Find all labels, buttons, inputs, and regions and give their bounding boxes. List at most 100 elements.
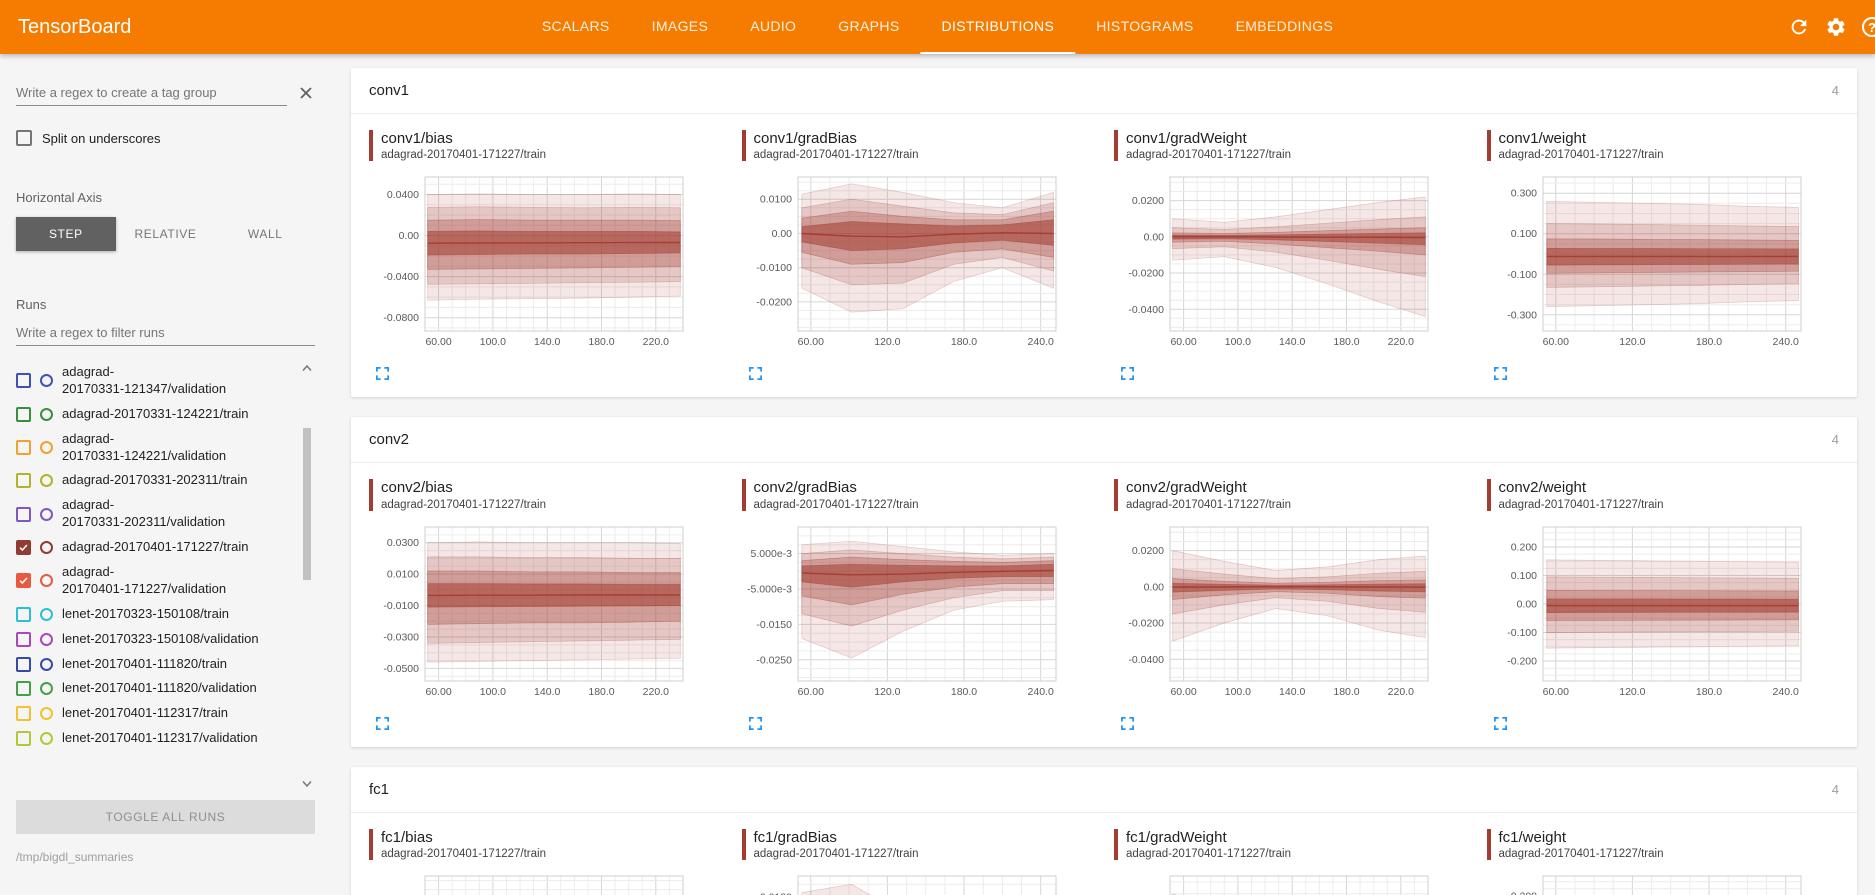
app-title: TensorBoard bbox=[18, 15, 132, 38]
scrollbar-thumb[interactable] bbox=[303, 428, 311, 580]
run-item[interactable]: adagrad- 20170331-124221/validation bbox=[16, 427, 293, 469]
tab-embeddings[interactable]: EMBEDDINGS bbox=[1235, 18, 1334, 34]
chart-title: conv1/bias bbox=[381, 130, 453, 147]
svg-text:60.00: 60.00 bbox=[425, 336, 451, 348]
axis-button-wall[interactable]: WALL bbox=[215, 217, 315, 251]
tab-histograms[interactable]: HISTOGRAMS bbox=[1096, 18, 1194, 34]
category-header[interactable]: fc1 4 bbox=[351, 767, 1857, 813]
run-checkbox[interactable] bbox=[16, 731, 31, 747]
tab-images[interactable]: IMAGES bbox=[651, 18, 709, 34]
svg-text:-0.0200: -0.0200 bbox=[1128, 617, 1164, 629]
run-isolator-icon[interactable] bbox=[40, 682, 53, 696]
settings-icon[interactable] bbox=[1825, 16, 1847, 38]
expand-chart-button[interactable] bbox=[1120, 716, 1135, 731]
help-icon[interactable]: ? bbox=[1862, 17, 1875, 37]
run-item[interactable]: adagrad- 20170331-202311/validation bbox=[16, 493, 293, 535]
run-isolator-icon[interactable] bbox=[40, 657, 53, 671]
svg-text:60.00: 60.00 bbox=[425, 686, 451, 698]
run-label: lenet-20170401-112317/validation bbox=[62, 730, 258, 746]
run-checkbox[interactable] bbox=[16, 506, 31, 522]
run-item[interactable]: adagrad-20170401-171227/train bbox=[16, 535, 293, 560]
expand-chart-button[interactable] bbox=[1120, 366, 1135, 381]
chart-run-label: adagrad-20170401-171227/train bbox=[753, 498, 919, 511]
tag-regex-input[interactable] bbox=[16, 80, 287, 106]
chart-card: fc1/gradWeight adagrad-20170401-171227/tr… bbox=[1104, 828, 1477, 895]
chart-run-label: adagrad-20170401-171227/train bbox=[381, 149, 546, 162]
run-checkbox[interactable] bbox=[16, 573, 31, 589]
run-item[interactable]: lenet-20170323-150108/train bbox=[16, 602, 293, 627]
axis-button-step[interactable]: STEP bbox=[16, 217, 116, 251]
expand-chart-button[interactable] bbox=[375, 716, 390, 731]
run-item[interactable]: lenet-20170401-111820/validation bbox=[16, 676, 293, 701]
run-isolator-icon[interactable] bbox=[40, 507, 53, 521]
svg-text:180.0: 180.0 bbox=[950, 686, 976, 698]
run-isolator-icon[interactable] bbox=[40, 732, 53, 746]
expand-chart-button[interactable] bbox=[748, 366, 763, 381]
toggle-all-runs-button[interactable]: TOGGLE ALL RUNS bbox=[16, 800, 315, 834]
run-checkbox[interactable] bbox=[16, 631, 31, 647]
axis-button-relative[interactable]: RELATIVE bbox=[116, 217, 216, 251]
category-header[interactable]: conv1 4 bbox=[351, 68, 1857, 114]
run-isolator-icon[interactable] bbox=[40, 632, 53, 646]
close-icon[interactable] bbox=[297, 84, 315, 102]
refresh-icon[interactable] bbox=[1788, 16, 1810, 38]
run-isolator-icon[interactable] bbox=[40, 574, 53, 588]
run-checkbox[interactable] bbox=[16, 406, 31, 422]
run-item[interactable]: lenet-20170323-150108/validation bbox=[16, 627, 293, 652]
run-label: adagrad-20170401-171227/train bbox=[62, 539, 249, 555]
run-item[interactable]: adagrad- 20170401-171227/validation bbox=[16, 560, 293, 602]
run-item[interactable]: adagrad- 20170331-121347/validation bbox=[16, 360, 293, 402]
chart-card: conv2/gradWeight adagrad-20170401-171227/… bbox=[1104, 479, 1477, 738]
expand-chart-button[interactable] bbox=[748, 716, 763, 731]
category-header[interactable]: conv2 4 bbox=[351, 417, 1857, 464]
run-item[interactable]: lenet-20170401-112317/validation bbox=[16, 726, 293, 751]
expand-chart-button[interactable] bbox=[1493, 366, 1508, 381]
chart-header: fc1/bias adagrad-20170401-171227/train bbox=[369, 828, 722, 860]
split-underscores-checkbox[interactable]: Split on underscores bbox=[16, 130, 315, 146]
main-content[interactable]: conv1 4 conv1/bias adagrad-20170401-171227/… bbox=[331, 54, 1875, 895]
tab-audio[interactable]: AUDIO bbox=[750, 18, 797, 34]
run-checkbox[interactable] bbox=[16, 473, 31, 489]
run-checkbox[interactable] bbox=[16, 373, 31, 389]
run-isolator-icon[interactable] bbox=[40, 474, 53, 488]
run-isolator-icon[interactable] bbox=[40, 374, 53, 388]
svg-text:-0.0100: -0.0100 bbox=[383, 600, 419, 612]
svg-text:0.00: 0.00 bbox=[1516, 598, 1537, 610]
expand-chart-button[interactable] bbox=[375, 366, 390, 381]
svg-text:60.00: 60.00 bbox=[797, 336, 823, 348]
run-isolator-icon[interactable] bbox=[40, 607, 53, 621]
run-checkbox[interactable] bbox=[16, 606, 31, 622]
run-item[interactable]: lenet-20170401-111820/train bbox=[16, 652, 293, 677]
scroll-up-icon[interactable] bbox=[301, 364, 313, 372]
run-item[interactable]: adagrad-20170331-124221/train bbox=[16, 402, 293, 427]
scroll-down-icon[interactable] bbox=[301, 780, 313, 788]
run-checkbox[interactable] bbox=[16, 656, 31, 672]
svg-text:220.0: 220.0 bbox=[643, 686, 669, 698]
run-checkbox[interactable] bbox=[16, 540, 31, 556]
run-checkbox[interactable] bbox=[16, 681, 31, 697]
app-header: TensorBoard SCALARS IMAGES AUDIO GRAPHS DIST… bbox=[0, 0, 1875, 54]
run-label: lenet-20170323-150108/validation bbox=[62, 630, 259, 646]
chart-card: conv2/bias adagrad-20170401-171227/train 0… bbox=[359, 479, 732, 738]
run-isolator-icon[interactable] bbox=[40, 707, 53, 721]
svg-text:-0.0200: -0.0200 bbox=[1128, 268, 1164, 280]
run-isolator-icon[interactable] bbox=[40, 441, 53, 455]
run-item[interactable]: lenet-20170401-112317/train bbox=[16, 701, 293, 726]
tab-scalars[interactable]: SCALARS bbox=[541, 18, 610, 34]
run-isolator-icon[interactable] bbox=[40, 407, 53, 421]
svg-text:0.100: 0.100 bbox=[393, 893, 419, 895]
expand-chart-button[interactable] bbox=[1493, 716, 1508, 731]
tab-graphs[interactable]: GRAPHS bbox=[838, 18, 900, 34]
tab-distributions[interactable]: DISTRIBUTIONS bbox=[920, 0, 1076, 54]
run-label: adagrad- 20170331-124221/validation bbox=[62, 430, 227, 463]
run-isolator-icon[interactable] bbox=[40, 541, 53, 555]
svg-text:220.0: 220.0 bbox=[1388, 336, 1414, 348]
run-checkbox[interactable] bbox=[16, 706, 31, 722]
run-item[interactable]: adagrad-20170331-202311/train bbox=[16, 468, 293, 493]
svg-text:180.0: 180.0 bbox=[1695, 336, 1721, 348]
runs-regex-input[interactable] bbox=[16, 320, 315, 346]
run-checkbox[interactable] bbox=[16, 440, 31, 456]
